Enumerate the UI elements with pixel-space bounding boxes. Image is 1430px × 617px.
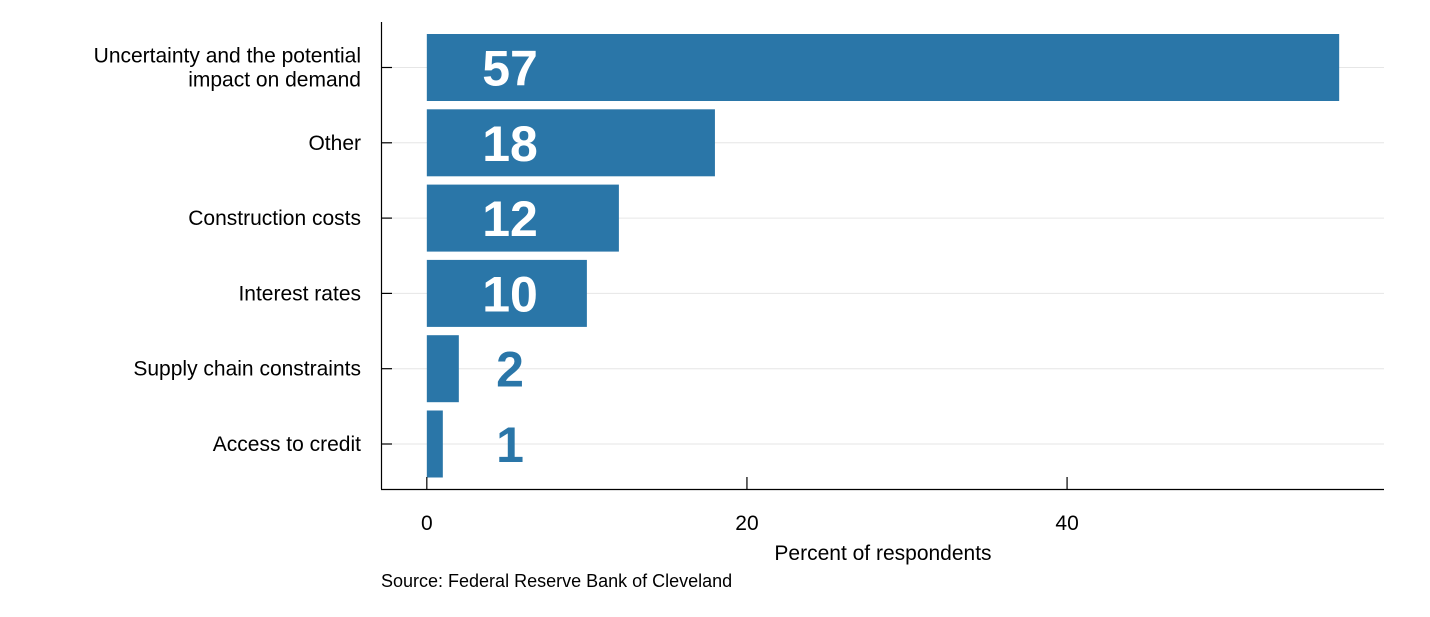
x-tick-label: 20 [735,512,758,535]
data-label: 1 [496,417,524,473]
category-label: Uncertainty and the potential [94,45,361,68]
x-ticks: 0 20 40 [421,477,1079,535]
category-label: Construction costs [188,207,361,230]
x-tick-label: 0 [421,512,433,535]
category-label: impact on demand [188,69,361,92]
data-label: 57 [482,41,538,97]
x-axis-title: Percent of respondents [774,542,991,565]
category-label: Supply chain constraints [133,358,361,381]
source-note: Source: Federal Reserve Bank of Clevelan… [381,571,732,591]
data-label: 10 [482,266,538,322]
bar [426,109,715,177]
category-label: Other [308,132,361,155]
bar [426,335,459,403]
bar [426,34,1340,101]
axes [380,22,1384,491]
data-labels: 57 18 12 10 2 1 [482,41,538,474]
x-tick-label: 40 [1055,512,1078,535]
category-label: Interest rates [238,282,361,305]
category-label: Access to credit [213,433,361,456]
data-label: 18 [482,116,538,172]
bar [426,410,443,478]
bar [426,259,587,327]
bars [426,34,1340,478]
bar [426,184,619,252]
data-label: 12 [482,191,538,247]
data-label: 2 [496,342,524,398]
